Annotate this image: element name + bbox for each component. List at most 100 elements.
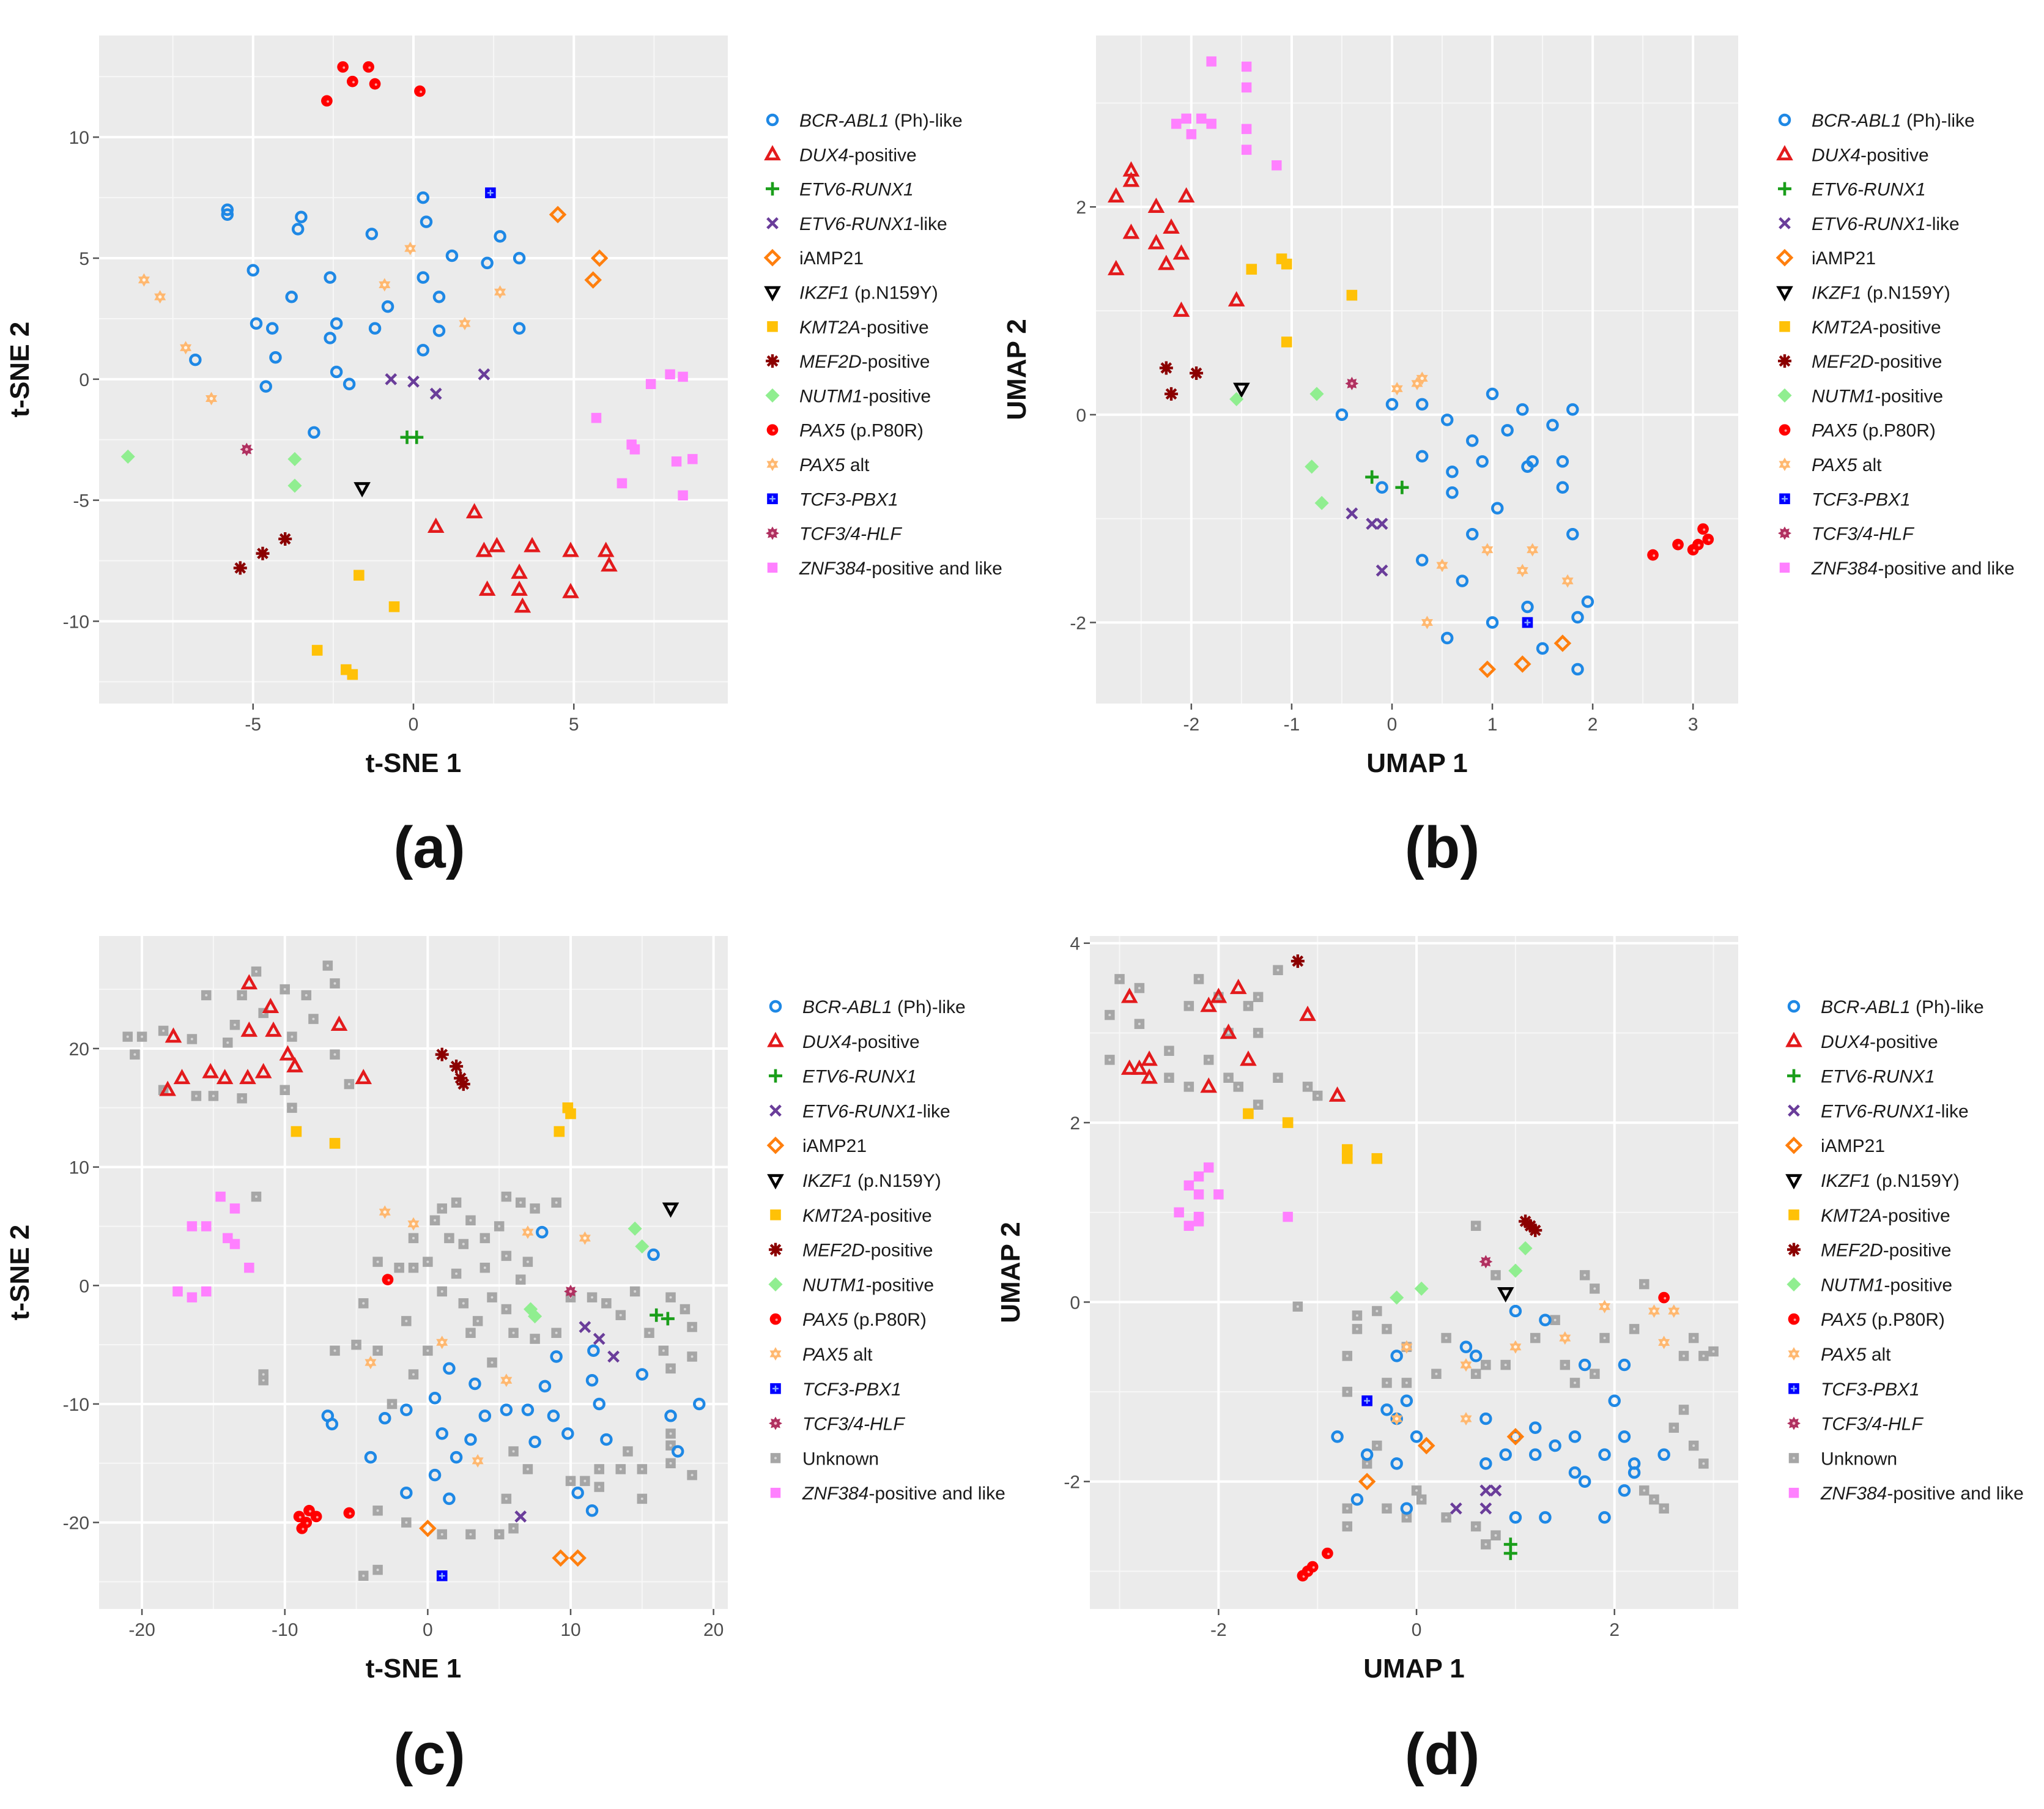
x-tick-label: 20 bbox=[703, 1620, 724, 1640]
x-tick-label: -5 bbox=[245, 715, 261, 735]
point-unknown bbox=[508, 1446, 519, 1457]
x-tick-label: 1 bbox=[1487, 715, 1498, 735]
svg-text:ETV6-RUNX1-like: ETV6-RUNX1-like bbox=[799, 214, 947, 234]
point-unknown bbox=[1599, 1332, 1610, 1343]
point-unknown bbox=[429, 1215, 440, 1226]
point-bcr-abl1-ph-like bbox=[494, 230, 506, 243]
point-pax5-alt bbox=[1668, 1304, 1680, 1318]
legend-item-dux4-positive: DUX4-positive bbox=[764, 145, 917, 165]
point-kmt2a-positive bbox=[347, 669, 358, 680]
point-unknown bbox=[1490, 1270, 1501, 1280]
point-nutm1-positive bbox=[1229, 392, 1244, 406]
point-unknown bbox=[637, 1464, 648, 1474]
point-bcr-abl1-ph-like bbox=[428, 1392, 442, 1405]
x-axis-title: t-SNE 1 bbox=[366, 748, 461, 778]
point-unknown bbox=[1688, 1440, 1699, 1451]
point-unknown bbox=[1361, 1458, 1372, 1469]
point-unknown bbox=[1590, 1283, 1600, 1294]
legend-item-pax5-alt: PAX5 alt bbox=[766, 455, 870, 475]
legend-item-tcf3-pbx1: TCF3-PBX1 bbox=[767, 489, 898, 510]
point-iamp21 bbox=[1513, 655, 1531, 673]
y-tick-label: -2 bbox=[1070, 614, 1086, 634]
svg-text:ETV6-RUNX1: ETV6-RUNX1 bbox=[799, 180, 914, 200]
svg-text:BCR-ABL1 (Ph)-like: BCR-ABL1 (Ph)-like bbox=[799, 111, 963, 131]
point-unknown bbox=[551, 1328, 561, 1339]
svg-text:IKZF1 (p.N159Y): IKZF1 (p.N159Y) bbox=[802, 1171, 941, 1191]
point-unknown bbox=[158, 1025, 169, 1036]
point-bcr-abl1-ph-like bbox=[400, 1486, 413, 1499]
point-kmt2a-positive bbox=[311, 645, 323, 656]
point-unknown bbox=[258, 1369, 268, 1380]
point-unknown bbox=[1401, 1512, 1412, 1523]
point-bcr-abl1-ph-like bbox=[1440, 631, 1454, 645]
point-unknown bbox=[465, 1328, 476, 1339]
point-iamp21 bbox=[590, 249, 609, 267]
legend-item-tcf3-4-hlf: TCF3/4-HLF bbox=[766, 524, 902, 544]
point-znf384-positive-and-like bbox=[244, 1263, 254, 1273]
point-dux4-positive bbox=[355, 1069, 372, 1085]
point-mef2d-positive bbox=[456, 1077, 470, 1091]
legend-item-tcf3-4-hlf: TCF3/4-HLF bbox=[1778, 524, 1914, 544]
point-unknown bbox=[522, 1464, 533, 1474]
point-unknown bbox=[1164, 1046, 1174, 1056]
point-unknown bbox=[1416, 1494, 1427, 1505]
svg-text:PAX5 (p.P80R): PAX5 (p.P80R) bbox=[1812, 421, 1936, 441]
y-axis-title: t-SNE 2 bbox=[5, 322, 35, 417]
point-kmt2a-positive bbox=[1371, 1153, 1383, 1164]
point-dux4-positive bbox=[330, 1016, 348, 1031]
point-unknown bbox=[1292, 1301, 1303, 1312]
point-pax5-alt bbox=[407, 1217, 420, 1231]
legend-item-pax5-alt: PAX5 alt bbox=[1788, 1345, 1891, 1365]
point-znf384-positive-and-like bbox=[1206, 119, 1216, 129]
point-dux4-positive bbox=[240, 1021, 258, 1037]
point-dux4-positive bbox=[1172, 301, 1190, 317]
svg-text:MEF2D-positive: MEF2D-positive bbox=[1821, 1241, 1951, 1261]
point-unknown bbox=[1579, 1270, 1590, 1280]
point-bcr-abl1-ph-like bbox=[587, 1344, 600, 1358]
point-bcr-abl1-ph-like bbox=[443, 1362, 456, 1375]
point-iamp21 bbox=[552, 1549, 569, 1567]
point-unknown bbox=[223, 1038, 233, 1048]
svg-text:Unknown: Unknown bbox=[1821, 1449, 1897, 1469]
point-bcr-abl1-ph-like bbox=[400, 1403, 413, 1416]
point-unknown bbox=[437, 1203, 447, 1214]
legend-item-etv6-runx1: ETV6-RUNX1 bbox=[769, 1067, 917, 1087]
point-pax5-alt bbox=[522, 1225, 534, 1239]
point-pax5-p-p80r bbox=[1702, 533, 1714, 546]
legend-item-etv6-runx1-like: ETV6-RUNX1-like bbox=[769, 1101, 950, 1121]
point-unknown bbox=[408, 1233, 419, 1244]
point-unknown bbox=[1183, 1082, 1194, 1092]
point-ikzf1-p-n159y bbox=[662, 1202, 679, 1218]
point-bcr-abl1-ph-like bbox=[450, 1451, 463, 1464]
point-pax5-alt bbox=[1436, 559, 1448, 573]
point-unknown bbox=[501, 1191, 512, 1202]
point-znf384-positive-and-like bbox=[1174, 1207, 1184, 1217]
point-bcr-abl1-ph-like bbox=[1521, 600, 1534, 614]
point-unknown bbox=[1114, 974, 1125, 984]
point-bcr-abl1-ph-like bbox=[308, 426, 320, 439]
point-znf384-positive-and-like bbox=[678, 490, 688, 500]
svg-text:PAX5 (p.P80R): PAX5 (p.P80R) bbox=[799, 421, 924, 441]
point-dux4-positive bbox=[1147, 197, 1165, 214]
point-bcr-abl1-ph-like bbox=[513, 251, 526, 265]
point-unknown bbox=[308, 1014, 319, 1024]
svg-text:ETV6-RUNX1-like: ETV6-RUNX1-like bbox=[1812, 214, 1960, 234]
point-unknown bbox=[1698, 1351, 1709, 1361]
point-bcr-abl1-ph-like bbox=[1390, 1457, 1403, 1470]
point-iamp21 bbox=[569, 1549, 587, 1567]
svg-text:ETV6-RUNX1: ETV6-RUNX1 bbox=[1821, 1067, 1935, 1087]
point-kmt2a-positive bbox=[1243, 1108, 1254, 1120]
point-bcr-abl1-ph-like bbox=[1546, 418, 1559, 432]
point-unknown bbox=[1312, 1090, 1323, 1101]
point-dux4-positive bbox=[1120, 987, 1138, 1003]
x-tick-label: -10 bbox=[272, 1620, 298, 1640]
point-unknown bbox=[594, 1482, 604, 1492]
point-unknown bbox=[1401, 1378, 1412, 1388]
point-unknown bbox=[494, 1529, 505, 1540]
point-etv6-runx1-like bbox=[1346, 507, 1358, 520]
point-dux4-positive bbox=[601, 556, 618, 572]
point-unknown bbox=[1105, 1009, 1115, 1020]
point-pax5-alt bbox=[1561, 574, 1574, 588]
legend-item-znf384-positive-and-like: ZNF384-positive and like bbox=[767, 559, 1002, 579]
point-dux4-positive bbox=[427, 517, 445, 533]
